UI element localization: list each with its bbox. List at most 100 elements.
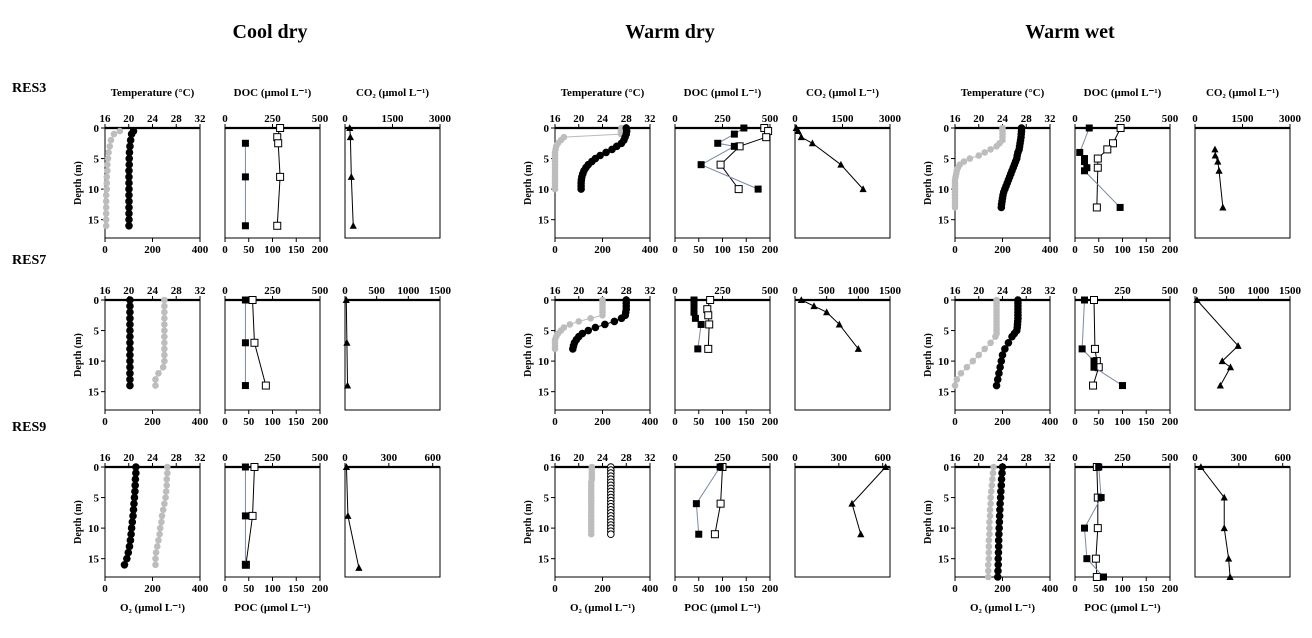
o2-point [994,567,1002,575]
poc-tick-label: 0 [222,416,228,428]
temperature-tick-label: 16 [950,113,962,125]
o2-point [997,481,1006,490]
doc-poc-panel [674,299,771,411]
poc-tick-label: 150 [1138,583,1155,595]
temperature-point [587,315,594,322]
doc-tick-label: 250 [1114,452,1131,464]
doc-tick-label: 0 [672,113,678,125]
o2-point [617,314,626,323]
temperature-point [116,127,124,135]
doc-point [1089,381,1098,390]
temperature-point [158,512,166,520]
depth-tick-label: 0 [544,295,550,307]
o2-point [125,160,134,169]
doc-tick-label: 500 [762,113,779,125]
co2-point [1211,151,1219,159]
co2-point [1218,357,1226,365]
doc-point [1090,296,1098,304]
o2-point [994,554,1003,563]
poc-point [241,463,249,471]
poc-point [1119,382,1126,390]
poc-point [690,308,698,316]
depth-tick-label: 5 [944,326,950,338]
doc-point [248,511,257,520]
temperature-tick-label: 24 [147,285,159,297]
co2-panel [1194,466,1291,578]
depth-tick-label: 5 [544,326,550,338]
doc-tick-label: 500 [1162,285,1179,297]
depth-tick-label: 15 [938,387,950,399]
poc-tick-label: 100 [264,244,281,256]
co2-point [346,133,354,141]
co2-tick-label: 0 [1192,113,1198,125]
temperature-tick-label: 20 [973,285,985,297]
depth-tick-label: 15 [88,387,100,399]
depth-axis-title: Depth (m) [73,333,84,377]
doc-poc-panel [1074,299,1171,411]
temperature-tick-label: 20 [973,452,985,464]
temp-o2-panel [104,127,201,239]
poc-tick-label: 50 [1093,416,1105,428]
temperature-axis-title: Temperature (°C) [111,87,195,99]
poc-point [1090,357,1098,365]
co2-axis-title: CO₂ (μmol L⁻¹) [1206,87,1279,99]
temperature-point [161,321,168,328]
co2-point [797,133,805,141]
depth-axis-title: Depth (m) [923,161,934,205]
temperature-point [969,357,977,365]
co2-tick-label: 1000 [397,285,420,297]
poc-point [716,463,724,471]
o2-point [995,512,1004,520]
doc-point [704,344,713,353]
temperature-point [155,370,162,377]
o2-point [569,345,577,353]
o2-point [125,166,133,175]
o2-point [997,203,1006,212]
co2-tick-label: 500 [368,285,385,297]
doc-point [250,338,259,347]
poc-tick-label: 100 [1114,244,1131,256]
co2-panel [344,466,441,578]
temperature-point [984,567,992,575]
temperature-tick-label: 24 [147,113,159,125]
doc-tick-label: 0 [672,452,678,464]
doc-point [706,296,715,304]
doc-poc-panel [224,466,321,578]
poc-tick-label: 150 [288,244,305,256]
depth-tick-label: 5 [94,154,100,166]
poc-point [714,139,722,147]
doc-tick-label: 0 [1072,113,1078,125]
doc-point [705,320,714,329]
doc-line [1092,299,1100,386]
temperature-axis-title: Temperature (°C) [561,87,645,99]
co2-tick-label: 1500 [832,113,855,125]
temperature-point [575,318,583,325]
poc-point [241,382,249,390]
o2-point [126,375,134,384]
doc-point [261,381,270,390]
o2-tick-label: 200 [994,583,1011,595]
o2-point [610,317,619,326]
o2-point [126,302,134,310]
co2-tick-label: 0 [342,113,348,125]
depth-tick-label: 15 [538,215,550,227]
poc-tick-label: 50 [243,583,255,595]
doc-point [248,296,257,304]
depth-axis-title: Depth (m) [523,500,534,544]
o2-point [125,191,133,200]
co2-point [355,564,363,571]
temperature-tick-label: 24 [997,452,1009,464]
depth-axis-title: Depth (m) [523,161,534,205]
o2-point [996,363,1004,372]
o2-point [127,130,136,138]
temperature-point [161,296,168,304]
temperature-point [102,210,110,217]
temperature-tick-label: 20 [573,113,585,125]
o2-point [601,320,609,329]
temperature-point [163,475,171,483]
poc-point [1097,494,1105,502]
co2-point [823,308,831,316]
o2-point [125,209,133,218]
o2-point [125,173,133,181]
temp-o2-panel [554,127,651,239]
